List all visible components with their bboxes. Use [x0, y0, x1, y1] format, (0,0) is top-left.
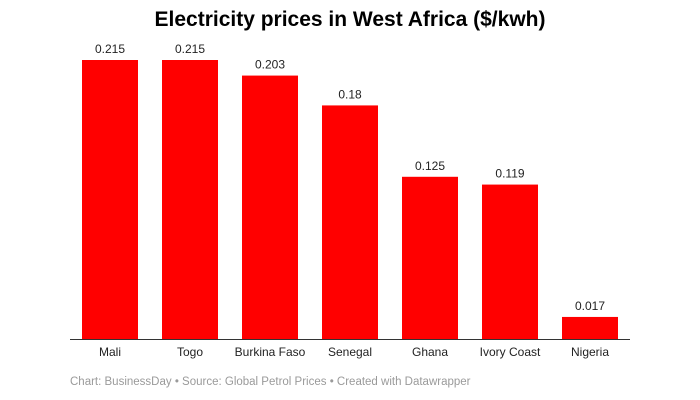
bar-senegal: [322, 105, 378, 339]
chart-title: Electricity prices in West Africa ($/kwh…: [154, 8, 546, 31]
data-label: 0.203: [255, 58, 285, 72]
x-tick-label: Nigeria: [571, 345, 609, 359]
x-tick-label: Burkina Faso: [235, 345, 306, 359]
bar-togo: [162, 60, 218, 339]
x-tick-label: Ghana: [412, 345, 448, 359]
x-tick-label: Togo: [177, 345, 203, 359]
x-tick-label: Mali: [99, 345, 121, 359]
bar-nigeria: [562, 316, 618, 339]
chart-footer: Chart: BusinessDay • Source: Global Petr…: [70, 376, 471, 388]
data-label: 0.017: [575, 299, 605, 313]
data-label: 0.215: [95, 42, 125, 56]
data-label: 0.18: [338, 87, 362, 101]
bar-ivory-coast: [482, 184, 538, 339]
data-label: 0.119: [495, 167, 524, 181]
x-tick-label: Ivory Coast: [480, 345, 541, 359]
x-tick-label: Senegal: [328, 345, 372, 359]
bar-burkina-faso: [242, 75, 298, 340]
bar-ghana: [402, 176, 458, 339]
data-label: 0.215: [175, 42, 205, 56]
bar-mali: [82, 60, 138, 339]
data-label: 0.125: [415, 159, 445, 173]
